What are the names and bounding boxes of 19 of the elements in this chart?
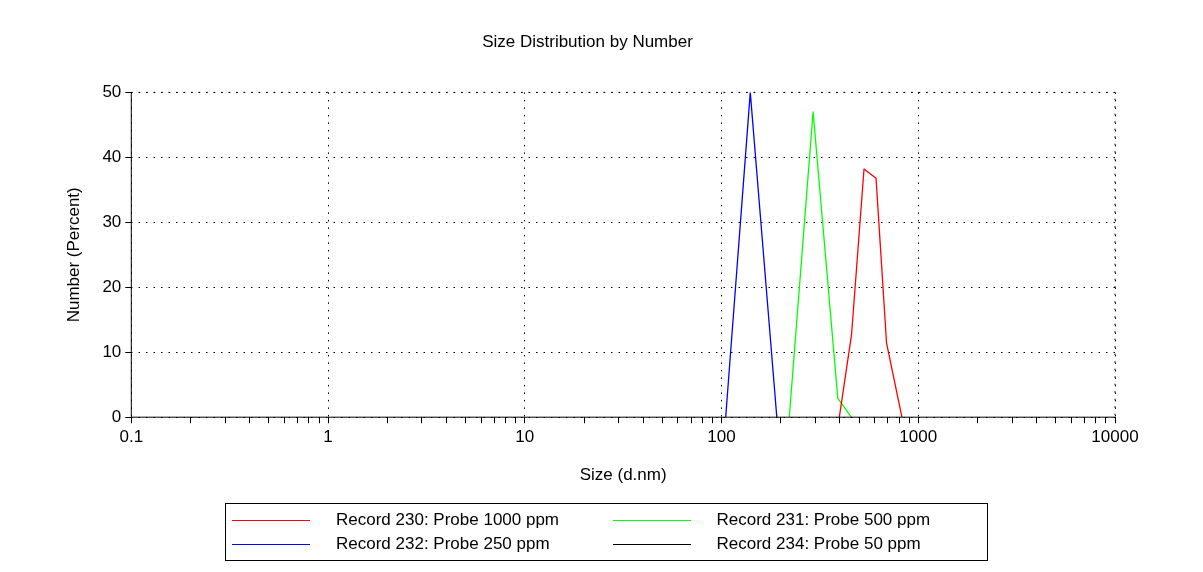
x-tick-label: 1 [323,427,333,447]
legend-label: Record 234: Probe 50 ppm [716,534,921,554]
x-tick-label: 1000 [899,427,938,447]
y-tick-label: 0 [111,406,122,426]
x-axis-title: Size (d.nm) [579,465,667,485]
chart-title: Size Distribution by Number [482,31,694,51]
y-tick-label: 50 [102,82,122,102]
x-tick-label: 100 [707,427,736,447]
y-tick-label: 40 [102,147,122,167]
y-axis-title: Number (Percent) [63,187,83,323]
x-tick-label: 10000 [1091,427,1139,447]
x-tick-label: 10 [515,427,535,447]
x-tick-label: 0.1 [119,427,144,447]
legend-label: Record 231: Probe 500 ppm [716,510,931,530]
legend-label: Record 230: Probe 1000 ppm [336,510,560,530]
y-tick-label: 10 [102,341,122,361]
legend-label: Record 232: Probe 250 ppm [336,534,550,554]
y-tick-label: 30 [102,212,122,232]
y-tick-label: 20 [102,276,122,296]
